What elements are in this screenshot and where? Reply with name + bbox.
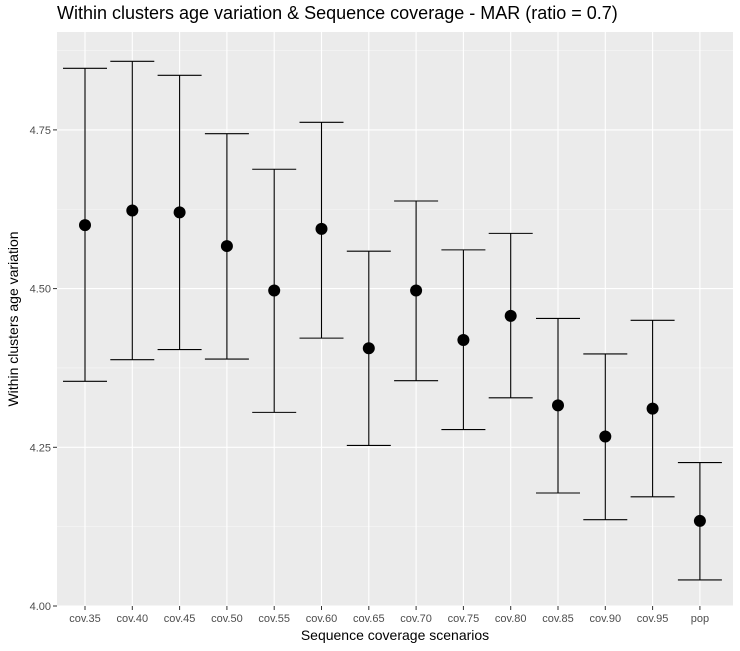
- data-point: [504, 309, 517, 322]
- errorbar-cov.70: [394, 200, 439, 382]
- y-tick-label: 4.25: [30, 442, 51, 454]
- data-point: [220, 240, 233, 253]
- x-tick-label: pop: [691, 613, 709, 625]
- x-axis-title: Sequence coverage scenarios: [301, 627, 489, 643]
- x-tick-label: cov.80: [495, 613, 527, 625]
- data-point: [126, 204, 139, 217]
- x-tick-label: cov.50: [211, 613, 243, 625]
- x-tick-label: cov.90: [590, 613, 622, 625]
- errorbar-cov.35: [63, 67, 107, 382]
- x-tick-label: cov.55: [258, 613, 290, 625]
- errorbar-cov.40: [110, 60, 155, 361]
- data-point: [79, 219, 91, 232]
- y-tick-label: 4.50: [30, 284, 51, 296]
- x-tick-label: cov.35: [69, 613, 101, 625]
- axes: 4.00 4.25 4.50 4.75 cov.35 cov.40 cov.45 cov.50…: [30, 125, 710, 625]
- errorbar-cov.90: [583, 353, 628, 521]
- errorbar-cov.85: [536, 317, 580, 494]
- y-tick-label: 4.75: [30, 125, 51, 137]
- data-point: [315, 222, 328, 235]
- errorbar-cov.65: [346, 250, 391, 446]
- errorbar-cov.50: [204, 133, 249, 360]
- data-point: [457, 334, 470, 347]
- errorbar-cov.60: [299, 121, 344, 339]
- errorbar-cov.80: [488, 232, 533, 399]
- data-point: [410, 284, 423, 297]
- x-tick-label: cov.75: [448, 613, 480, 625]
- y-tick-label: 4.00: [30, 601, 51, 613]
- errorbar-cov.55: [252, 168, 297, 413]
- x-tick-label: cov.45: [164, 613, 196, 625]
- errorbar-cov.45: [157, 74, 202, 351]
- data-point: [646, 402, 659, 415]
- data-point: [599, 430, 612, 443]
- x-tick-label: cov.40: [117, 613, 149, 625]
- data-marks: [63, 60, 722, 581]
- chart-title: Within clusters age variation & Sequence…: [57, 3, 618, 23]
- data-point: [362, 342, 375, 355]
- y-axis-title: Within clusters age variation: [5, 231, 21, 406]
- plot-panel: [57, 32, 733, 606]
- x-tick-label: cov.85: [542, 613, 574, 625]
- data-point: [693, 514, 706, 527]
- x-tick-label: cov.65: [353, 613, 385, 625]
- data-point: [173, 206, 186, 219]
- errorbar-cov.75: [441, 249, 486, 431]
- errorbar-pop: [677, 461, 722, 581]
- x-tick-label: cov.70: [400, 613, 432, 625]
- x-tick-label: cov.95: [637, 613, 669, 625]
- errorbar-cov.95: [630, 319, 675, 498]
- data-point: [552, 399, 564, 412]
- x-tick-label: cov.60: [306, 613, 338, 625]
- data-point: [268, 284, 281, 297]
